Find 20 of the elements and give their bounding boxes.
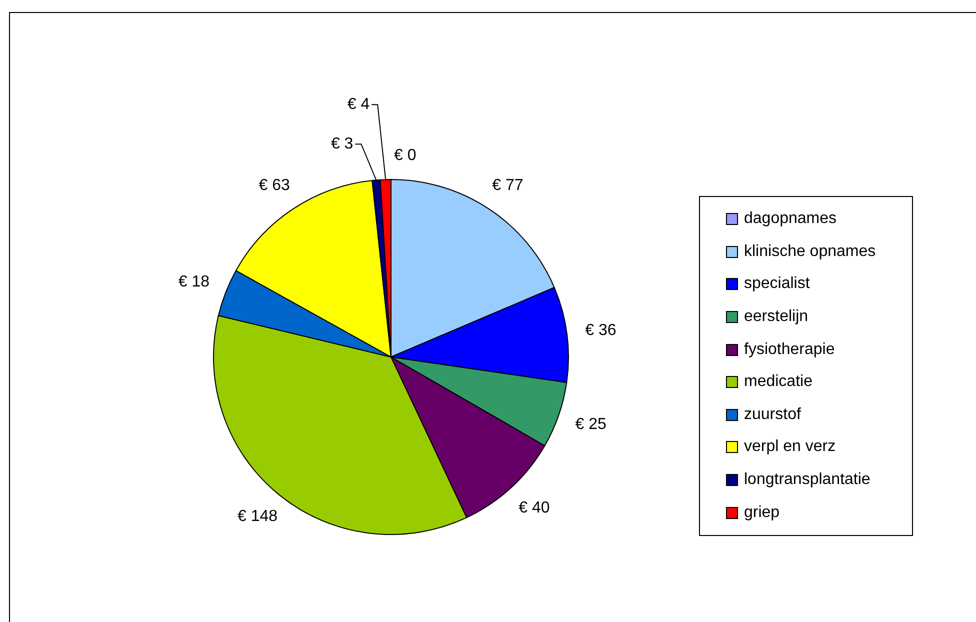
data-label: € 18	[178, 274, 210, 291]
legend-label: eerstelijn	[744, 308, 808, 326]
data-label: € 63	[258, 177, 290, 194]
data-label: € 36	[585, 322, 616, 339]
legend-label: medicatie	[744, 373, 812, 392]
legend-label: verpl en verz	[744, 438, 836, 456]
data-label: € 40	[518, 500, 550, 517]
text: € 0	[394, 146, 416, 164]
legend-label: fysiotherapie	[744, 340, 835, 359]
data-label: € 4	[347, 96, 370, 113]
legend-label: klinische opnames	[744, 242, 876, 261]
data-label: € 3	[330, 136, 354, 153]
legend-label: griep	[744, 504, 780, 522]
legend-label: longtransplantatie	[744, 471, 870, 490]
data-label: € 77	[492, 177, 524, 194]
legend-label: dagopnames	[744, 210, 837, 228]
legend-label: specialist	[744, 275, 810, 294]
legend-label: zuurstof	[744, 406, 801, 424]
data-label: € 25	[575, 416, 606, 433]
data-label: € 148	[238, 508, 278, 525]
